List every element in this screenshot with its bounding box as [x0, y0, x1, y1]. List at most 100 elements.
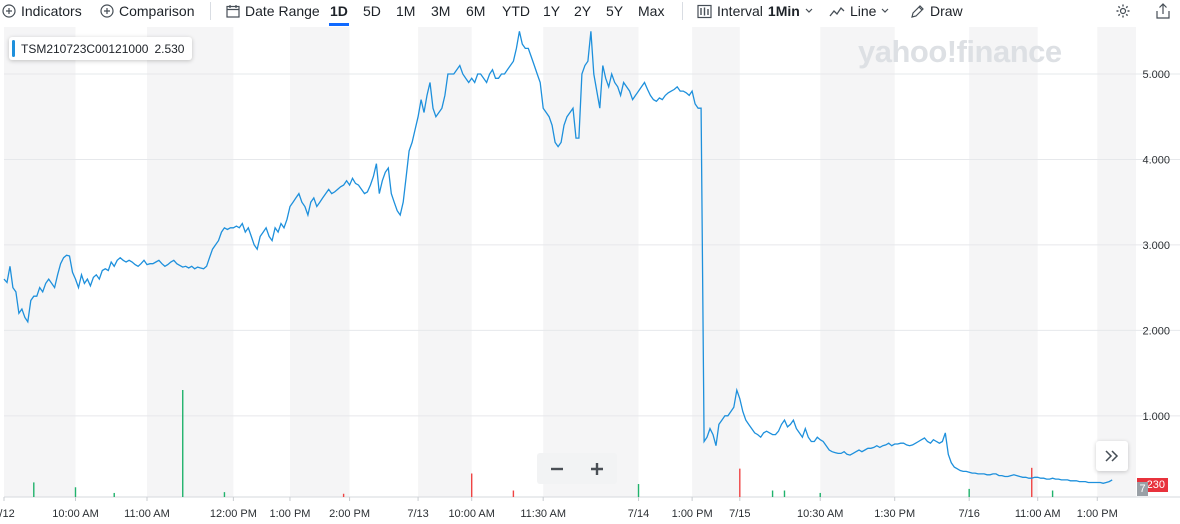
- volume-bar: [783, 490, 786, 497]
- legend-price: 2.530: [154, 41, 185, 56]
- chevron-down-icon: [805, 8, 813, 13]
- range-6m[interactable]: 6M: [466, 3, 486, 19]
- legend-symbol: TSM210723C00121000: [21, 41, 149, 56]
- share-icon: [1156, 3, 1170, 19]
- chart-type-dropdown[interactable]: Line: [829, 1, 889, 21]
- zoom-out-button[interactable]: [537, 453, 577, 484]
- plus-circle-icon: [100, 4, 114, 18]
- range-3m[interactable]: 3M: [431, 3, 451, 19]
- pencil-icon: [911, 4, 924, 18]
- volume-bar: [223, 492, 226, 497]
- volume-bar: [33, 482, 35, 497]
- time-band: [969, 27, 1038, 497]
- x-tick-label: 1:00 PM: [269, 508, 310, 520]
- chevron-down-icon: [882, 8, 889, 13]
- range-5d[interactable]: 5D: [363, 3, 381, 19]
- x-tick-label: 10:30 AM: [797, 508, 843, 520]
- volume-bar: [637, 484, 640, 497]
- time-band: [1097, 27, 1136, 497]
- range-ytd[interactable]: YTD: [502, 3, 530, 19]
- calendar-icon: [226, 5, 240, 18]
- chart-toolbar: Indicators Comparison Date Range 1D 5D 1…: [0, 0, 1180, 26]
- time-band: [4, 27, 76, 497]
- comparison-button[interactable]: Comparison: [100, 1, 194, 21]
- x-tick-label: 7/15: [729, 508, 750, 520]
- y-tick-label: 2.000: [1142, 325, 1170, 337]
- interval-label: Interval: [717, 3, 763, 19]
- volume-bar: [512, 490, 515, 497]
- x-tick-label: 1:00 PM: [672, 508, 713, 520]
- line-chart-icon: [829, 6, 845, 17]
- settings-button[interactable]: [1115, 1, 1131, 21]
- candlestick-icon: [697, 4, 712, 18]
- y-tick-label: 5.000: [1142, 69, 1170, 81]
- x-tick-label: 12:00 PM: [210, 508, 257, 520]
- zoom-in-button[interactable]: [577, 453, 617, 484]
- volume-bar: [470, 473, 473, 497]
- volume-bar: [819, 492, 821, 497]
- date-range-label: Date Range: [245, 3, 320, 19]
- interval-value: 1Min: [767, 3, 800, 19]
- symbol-legend[interactable]: TSM210723C00121000 2.530: [9, 37, 193, 60]
- toolbar-divider: [210, 2, 211, 20]
- range-max[interactable]: Max: [638, 3, 665, 19]
- time-band: [289, 27, 350, 497]
- toolbar-divider: [682, 2, 683, 20]
- indicators-button[interactable]: Indicators: [2, 1, 82, 21]
- x-tick-label: 2:00 PM: [329, 508, 370, 520]
- share-button[interactable]: [1156, 1, 1170, 21]
- x-tick-label: 1:30 PM: [874, 508, 915, 520]
- volume-bar: [342, 493, 345, 497]
- plus-icon: [591, 462, 603, 475]
- x-tick-label: 11:30 AM: [520, 508, 566, 520]
- range-1m[interactable]: 1M: [396, 3, 416, 19]
- volume-bar: [739, 468, 741, 497]
- scroll-to-latest-button[interactable]: [1096, 441, 1128, 471]
- x-tick-label: 7/14: [628, 508, 649, 520]
- interval-dropdown[interactable]: Interval 1Min: [697, 1, 813, 21]
- volume-bar: [771, 490, 774, 497]
- date-range-button[interactable]: Date Range: [226, 1, 320, 21]
- time-band: [543, 27, 639, 497]
- x-tick-label: 1:00 PM: [1077, 508, 1118, 520]
- current-price-marker: 7: [1137, 482, 1148, 496]
- zoom-controls: [537, 453, 617, 484]
- time-band: [146, 27, 234, 497]
- gear-icon: [1116, 4, 1130, 18]
- minus-icon: [551, 467, 563, 470]
- draw-label: Draw: [930, 3, 963, 19]
- x-tick-label: 7/12: [0, 508, 15, 520]
- x-tick-label: 11:00 AM: [124, 508, 170, 520]
- x-tick-label: 10:00 AM: [448, 508, 494, 520]
- series-color-bar: [12, 40, 15, 57]
- double-chevron-right-icon: [1105, 450, 1119, 462]
- series-line: [3, 31, 1113, 484]
- y-tick-label: 3.000: [1142, 240, 1170, 252]
- time-band: [418, 27, 472, 497]
- volume-bar: [1051, 490, 1054, 497]
- indicators-label: Indicators: [21, 3, 82, 19]
- yahoo-finance-watermark: yahoo!finance: [858, 34, 1062, 69]
- x-tick-label: 7/16: [958, 508, 979, 520]
- y-tick-label: 1.000: [1142, 411, 1170, 423]
- time-band: [820, 27, 895, 497]
- time-band: [692, 27, 740, 497]
- draw-button[interactable]: Draw: [910, 1, 963, 21]
- volume-bar: [113, 492, 115, 497]
- volume-bar: [74, 487, 77, 497]
- x-tick-label: 11:00 AM: [1015, 508, 1061, 520]
- volume-bar: [1031, 467, 1033, 497]
- range-2y[interactable]: 2Y: [574, 3, 592, 19]
- x-tick-label: 7/13: [407, 508, 428, 520]
- x-tick-label: 10:00 AM: [52, 508, 98, 520]
- range-1y[interactable]: 1Y: [543, 3, 561, 19]
- y-tick-label: 4.000: [1142, 154, 1170, 166]
- chart-type-label: Line: [850, 3, 877, 19]
- volume-bar: [182, 390, 184, 497]
- volume-bar: [968, 488, 970, 497]
- comparison-label: Comparison: [119, 3, 195, 19]
- plus-circle-icon: [2, 4, 16, 18]
- range-5y[interactable]: 5Y: [606, 3, 624, 19]
- range-1d[interactable]: 1D: [329, 3, 349, 26]
